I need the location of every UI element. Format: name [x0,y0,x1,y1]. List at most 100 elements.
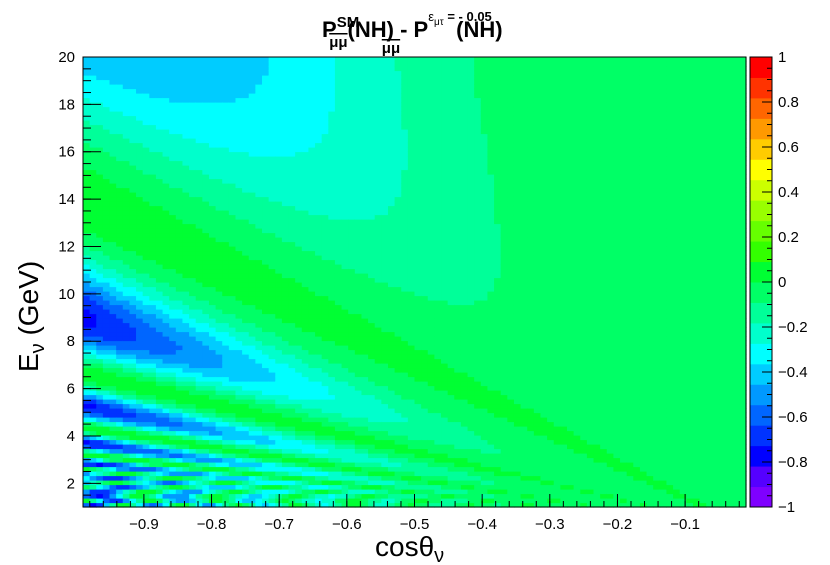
heatmap-cell [268,255,276,261]
heatmap-cell [308,403,316,409]
heatmap-cell [169,165,177,171]
heatmap-cell [142,151,150,157]
heatmap-cell [248,84,256,90]
heatmap-cell [262,435,270,441]
heatmap-cell [401,430,409,436]
heatmap-cell [89,277,97,283]
heatmap-cell [321,124,329,130]
heatmap-cell [129,475,137,481]
heatmap-cell [109,493,117,499]
heatmap-cell [308,444,316,450]
heatmap-cell [308,322,316,328]
heatmap-cell [155,151,164,157]
heatmap-cell [228,390,237,396]
heatmap-cell [354,457,363,463]
heatmap-cell [248,115,256,121]
heatmap-cell [248,336,256,342]
heatmap-cell [83,399,91,405]
heatmap-cell [149,498,157,504]
heatmap-cell [122,57,131,63]
heatmap-cell [202,75,210,81]
heatmap-cell [122,453,131,459]
heatmap-cell [334,61,343,67]
heatmap-cell [368,286,376,292]
heatmap-cell [228,147,237,153]
heatmap-cell [401,426,409,432]
heatmap-cell [354,493,363,499]
heatmap-cell [281,66,290,72]
heatmap-cell [228,399,237,405]
heatmap-cell [89,237,97,243]
heatmap-cell [242,241,250,247]
heatmap-cell [235,295,243,301]
heatmap-cell [295,484,303,490]
heatmap-cell [215,340,223,346]
heatmap-cell [401,475,409,481]
heatmap-cell [136,196,144,202]
heatmap-cell [248,264,256,270]
heatmap-cell [155,255,164,261]
heatmap-cell [162,165,170,171]
heatmap-cell [215,385,223,391]
heatmap-cell [136,277,144,283]
heatmap-cell [222,84,230,90]
heatmap-cell [387,97,396,103]
heatmap-cell [116,147,124,153]
heatmap-cell [175,93,184,99]
heatmap-cell [334,250,343,256]
heatmap-cell [368,259,376,265]
heatmap-cell [136,250,144,256]
heatmap-cell [149,426,157,432]
heatmap-cell [407,228,416,234]
heatmap-cell [354,142,363,148]
heatmap-cell [301,354,310,360]
heatmap-cell [129,435,137,441]
heatmap-cell [235,489,243,495]
heatmap-cell [122,273,131,279]
heatmap-cell [374,223,382,229]
heatmap-cell [407,178,416,184]
heatmap-cell [394,178,402,184]
heatmap-cell [83,282,91,288]
heatmap-cell [354,259,363,265]
heatmap-cell [328,502,336,508]
heatmap-cell [122,264,131,270]
heatmap-cell [387,66,396,72]
heatmap-cell [242,327,250,333]
heatmap-cell [374,304,382,310]
heatmap-cell [268,327,276,333]
heatmap-cell [116,246,124,252]
heatmap-cell [142,475,150,481]
heatmap-cell [334,286,343,292]
heatmap-cell [89,300,97,306]
heatmap-cell [142,138,150,144]
heatmap-cell [354,502,363,508]
heatmap-cell [308,300,316,306]
heatmap-cell [308,295,316,301]
heatmap-cell [182,331,190,337]
heatmap-cell [222,444,230,450]
heatmap-cell [288,241,296,247]
heatmap-cell [155,448,164,454]
heatmap-cell [268,277,276,283]
heatmap-cell [374,201,382,207]
heatmap-cell [262,417,270,423]
heatmap-cell [116,124,124,130]
heatmap-cell [281,120,290,126]
heatmap-cell [195,399,203,405]
heatmap-cell [109,174,117,180]
heatmap-cell [182,394,190,400]
heatmap-cell [189,268,197,274]
heatmap-cell [361,327,369,333]
heatmap-cell [142,133,150,139]
heatmap-cell [222,466,230,472]
heatmap-cell [334,205,343,211]
heatmap-cell [354,192,363,198]
heatmap-cell [381,111,389,117]
heatmap-cell [83,435,91,441]
heatmap-cell [202,349,210,355]
heatmap-cell [275,286,283,292]
heatmap-cell [155,66,164,72]
heatmap-cell [315,444,323,450]
heatmap-cell [281,88,290,94]
